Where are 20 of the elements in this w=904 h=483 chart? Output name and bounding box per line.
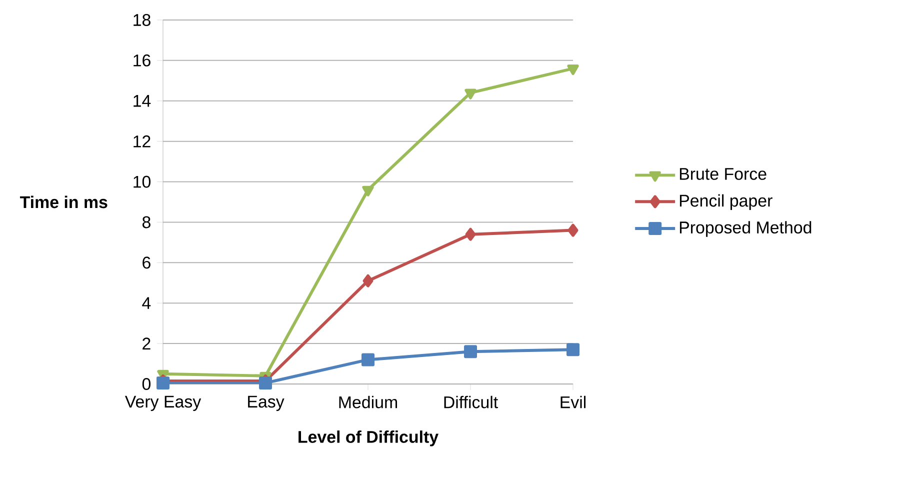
legend-label: Brute Force: [680, 168, 766, 180]
legend-label: Proposed Method: [680, 221, 812, 237]
y-tick-label: 2: [142, 338, 150, 350]
legend-label: Pencil paper: [680, 194, 772, 210]
x-tick-label: Medium: [339, 396, 398, 408]
y-tick-label: 8: [142, 216, 150, 228]
y-tick-label: 6: [142, 256, 150, 269]
y-tick-label: 12: [134, 135, 150, 148]
x-tick-label: Very Easy: [124, 396, 202, 411]
y-tick-label: 16: [134, 54, 150, 66]
y-tick-label: 4: [142, 297, 151, 309]
y-tick-label: 14: [134, 95, 151, 107]
y-tick-label: 18: [134, 14, 150, 26]
y-axis-title: Time in ms: [20, 196, 108, 208]
x-tick-label: Difficult: [444, 396, 498, 408]
x-axis-title: Level of Difficulty: [298, 430, 438, 446]
y-tick-label: 10: [134, 176, 151, 188]
x-tick-label: Easy: [248, 396, 284, 411]
x-tick-label: Evil: [560, 396, 586, 408]
y-tick-label: 0: [142, 378, 151, 390]
